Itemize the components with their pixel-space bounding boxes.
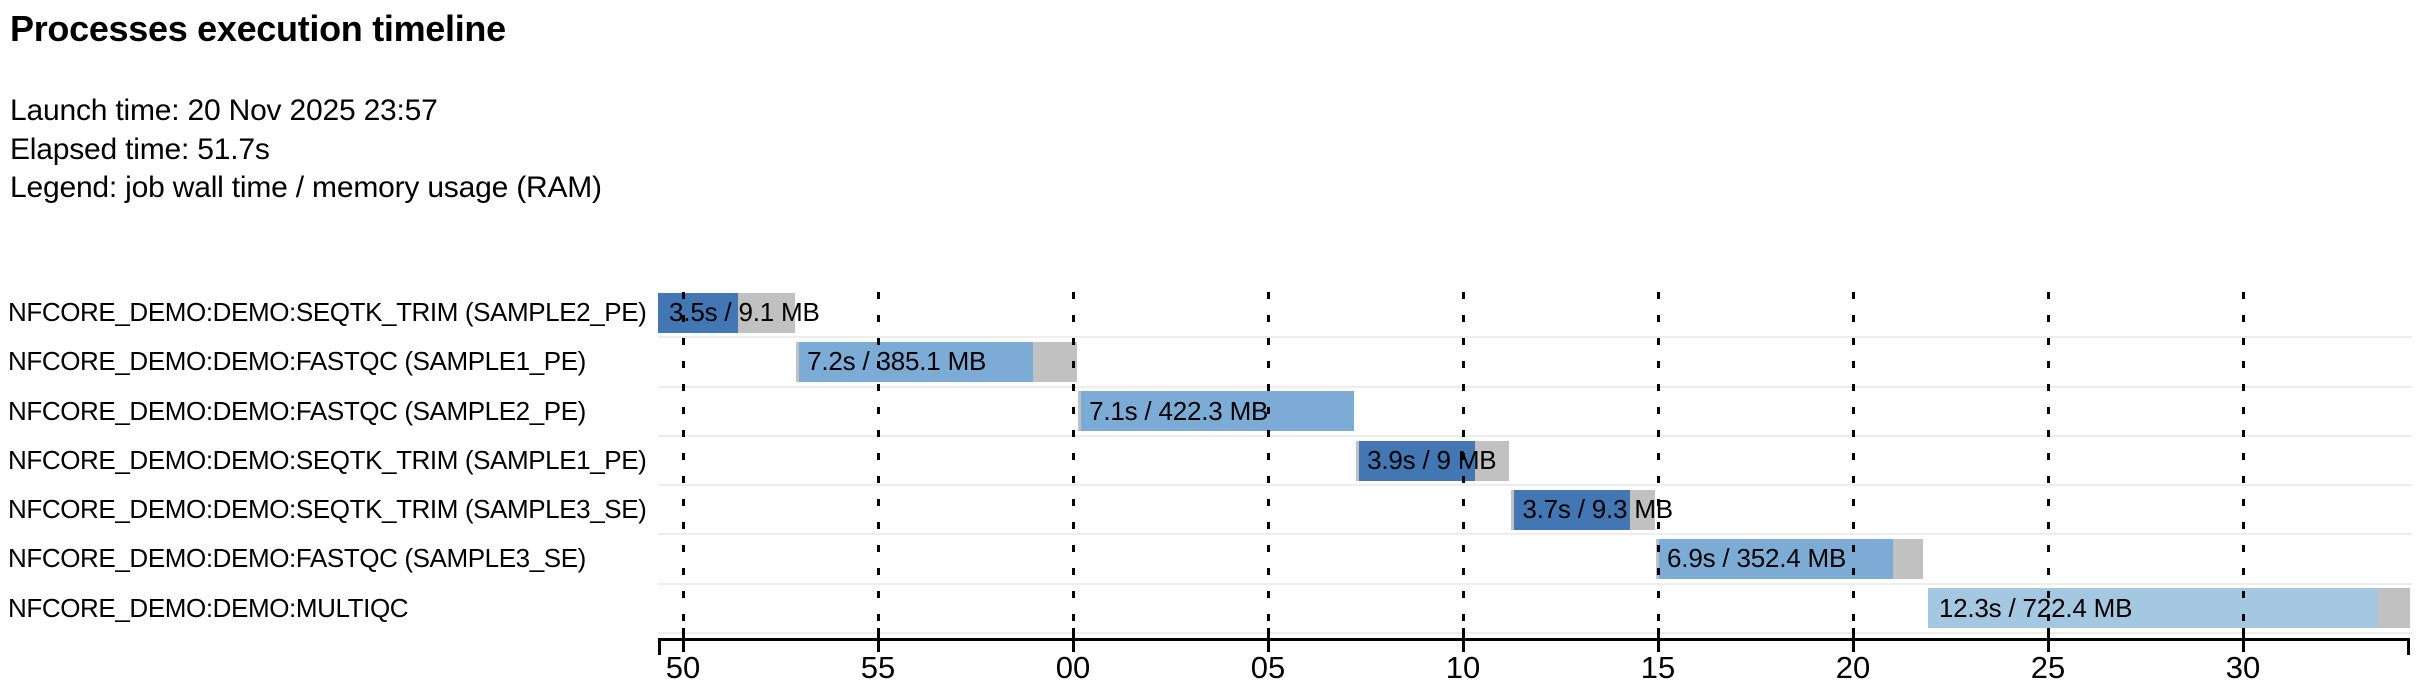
row-separator xyxy=(658,385,2412,388)
gridline xyxy=(681,292,685,634)
bar-tail-segment xyxy=(2377,588,2410,629)
bar-run-segment xyxy=(1081,391,1355,432)
row-separator xyxy=(658,484,2412,487)
bar-label: 6.9s / 352.4 MB xyxy=(1667,543,1847,574)
bar-label: 7.1s / 422.3 MB xyxy=(1089,395,1269,426)
bar-tail-segment xyxy=(737,292,795,333)
axis-tick-label: 30 xyxy=(2225,650,2261,685)
bar-run-segment xyxy=(799,341,1033,382)
axis-tick-label: 25 xyxy=(2030,650,2066,685)
gridline xyxy=(1071,292,1075,634)
bar-pending-segment xyxy=(796,341,800,382)
process-label: NFCORE_DEMO:DEMO:SEQTK_TRIM (SAMPLE2_PE) xyxy=(8,297,647,327)
row-separator xyxy=(658,632,2412,634)
bar-label: 3.5s / 9.1 MB xyxy=(669,297,820,327)
row-separator xyxy=(658,434,2412,437)
row-separator xyxy=(658,336,2412,339)
process-label: NFCORE_DEMO:DEMO:FASTQC (SAMPLE1_PE) xyxy=(8,346,586,377)
axis-tick-label: 00 xyxy=(1055,650,1091,685)
bar-run-segment xyxy=(1359,440,1476,481)
axis-tick-label: 10 xyxy=(1445,650,1481,685)
bar-tail-segment xyxy=(1475,440,1509,481)
bar-tail-segment xyxy=(1893,539,1923,580)
bar-run-segment xyxy=(1927,588,2378,629)
x-axis-line xyxy=(658,638,2410,641)
axis-endcap-left xyxy=(658,638,662,655)
bar-run-segment xyxy=(658,292,738,333)
report-metadata: Launch time: 20 Nov 2025 23:57 Elapsed t… xyxy=(10,92,602,208)
process-label: NFCORE_DEMO:DEMO:SEQTK_TRIM (SAMPLE1_PE) xyxy=(8,444,647,475)
bar-tail-segment xyxy=(1629,489,1655,530)
process-label: NFCORE_DEMO:DEMO:FASTQC (SAMPLE3_SE) xyxy=(8,543,586,574)
gridline xyxy=(1461,292,1465,634)
axis-tick-label: 55 xyxy=(860,650,896,685)
legend-text: Legend: job wall time / memory usage (RA… xyxy=(10,171,602,204)
gridline xyxy=(2046,292,2050,634)
axis-tick-label: 50 xyxy=(665,650,701,685)
row-separator xyxy=(658,582,2412,585)
gridline xyxy=(2241,292,2245,634)
row-separator xyxy=(658,533,2412,536)
gridline xyxy=(1851,292,1855,634)
gridline xyxy=(1266,292,1270,634)
elapsed-time-text: Elapsed time: 51.7s xyxy=(10,132,270,166)
process-label: NFCORE_DEMO:DEMO:FASTQC (SAMPLE2_PE) xyxy=(8,395,586,426)
bar-pending-segment xyxy=(1511,489,1515,530)
bar-pending-segment xyxy=(1078,391,1082,432)
bar-pending-segment xyxy=(1356,440,1360,481)
bar-label: 3.7s / 9.3 MB xyxy=(1522,494,1673,525)
bar-tail-segment xyxy=(1032,341,1077,382)
bar-label: 12.3s / 722.4 MB xyxy=(1938,592,2133,623)
axis-tick-label: 20 xyxy=(1835,650,1871,685)
launch-time-text: Launch time: 20 Nov 2025 23:57 xyxy=(10,94,438,127)
process-label: NFCORE_DEMO:DEMO:SEQTK_TRIM (SAMPLE3_SE) xyxy=(8,494,647,525)
axis-endcap-right xyxy=(2406,638,2410,655)
bar-label: 7.2s / 385.1 MB xyxy=(807,346,987,377)
page-title: Processes execution timeline xyxy=(10,8,506,49)
bar-label: 3.9s / 9 MB xyxy=(1367,444,1497,475)
axis-tick-label: 05 xyxy=(1250,650,1286,685)
gridline xyxy=(1656,292,1660,634)
gridline xyxy=(876,292,880,634)
bar-run-segment xyxy=(1514,489,1630,530)
axis-tick-label: 15 xyxy=(1640,650,1676,685)
process-label: NFCORE_DEMO:DEMO:MULTIQC xyxy=(8,592,409,623)
